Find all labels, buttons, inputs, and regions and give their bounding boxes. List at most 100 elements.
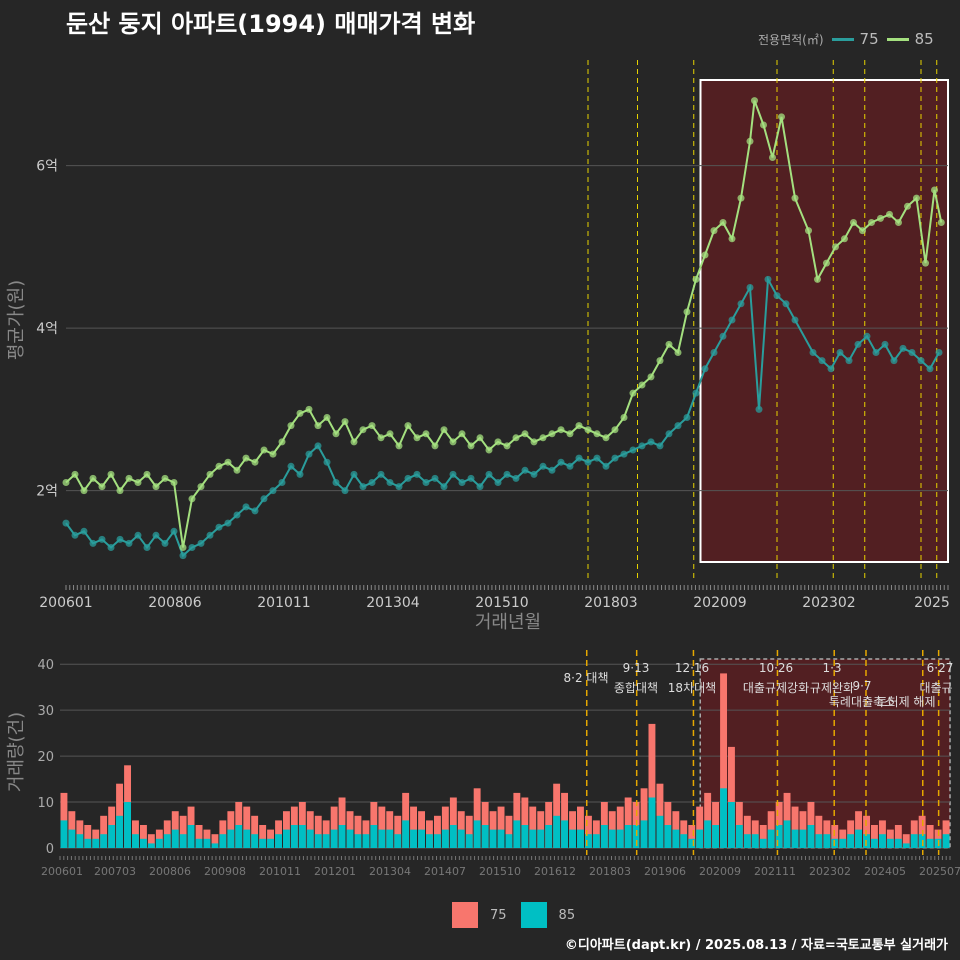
bar-75 (314, 815, 322, 848)
legend-swatch-75 (831, 37, 854, 41)
bar-85 (632, 825, 640, 848)
bar-75 (147, 834, 155, 848)
data-point-85 (89, 474, 97, 482)
data-point-75 (80, 527, 88, 535)
annotation-label: 규제완화 (810, 681, 854, 695)
data-point-85 (503, 442, 511, 450)
bar-x-tick-label: 201906 (644, 865, 686, 878)
bar-75 (354, 815, 362, 848)
bar-85 (640, 820, 648, 848)
bar-y-tick-label: 40 (37, 658, 54, 673)
bar-85 (537, 829, 545, 848)
bar-75 (179, 815, 187, 848)
bar-85 (211, 843, 219, 848)
annotation-label: 18차대책 (668, 680, 716, 695)
bar-75 (449, 797, 457, 848)
legend-label-85: 85 (914, 30, 934, 48)
data-point-75 (278, 479, 286, 486)
data-point-85 (584, 426, 592, 434)
data-point-85 (683, 308, 691, 316)
annotation-label: 대출규 (919, 681, 952, 695)
bar-85 (354, 834, 362, 848)
data-point-85 (548, 430, 556, 438)
data-point-85 (62, 479, 70, 486)
bar-85 (449, 825, 457, 848)
bar-85 (441, 829, 449, 848)
bar-y-axis-title: 거래량(건) (6, 712, 27, 792)
data-point-85 (152, 483, 160, 491)
bar-75 (100, 815, 108, 848)
bar-x-tick-label: 202302 (809, 865, 851, 878)
bar-85 (902, 843, 910, 848)
data-point-85 (859, 227, 866, 235)
data-point-75 (107, 544, 115, 551)
bar-85 (799, 829, 807, 848)
data-point-85 (728, 235, 736, 243)
data-point-75 (359, 483, 367, 491)
data-point-75 (368, 479, 376, 486)
data-point-75 (656, 442, 664, 450)
data-point-75 (854, 340, 862, 348)
legend-title: 전용면적(㎡) (758, 32, 824, 47)
bar-85 (132, 834, 139, 848)
data-point-75 (539, 462, 547, 470)
bar-x-tick-label: 200601 (41, 865, 83, 878)
data-point-75 (665, 430, 673, 438)
data-point-85 (107, 470, 115, 478)
data-point-75 (440, 483, 448, 491)
legend-swatch-85 (886, 37, 909, 41)
y-axis-title: 평균가(원) (6, 280, 27, 360)
bar-85 (696, 829, 704, 848)
data-point-85 (665, 340, 673, 348)
data-point-75 (449, 470, 457, 478)
bar-x-tick-label: 202405 (864, 865, 906, 878)
bar-85 (616, 829, 624, 848)
bar-85 (807, 825, 815, 848)
data-point-75 (764, 275, 772, 283)
data-point-85 (539, 434, 547, 442)
data-point-85 (895, 219, 902, 226)
data-point-85 (841, 235, 848, 243)
annotation-date: 9·7 (852, 679, 871, 693)
data-point-85 (751, 97, 758, 105)
data-point-85 (332, 430, 340, 438)
bar-85 (497, 829, 505, 848)
bar-85 (672, 829, 680, 848)
annotation-date: 12·16 (675, 661, 709, 675)
bar-85 (259, 838, 267, 848)
data-point-85 (377, 434, 385, 442)
data-point-75 (350, 470, 358, 478)
bar-85 (505, 834, 513, 848)
data-point-85 (656, 357, 664, 365)
x-tick-label: 2025 (914, 595, 950, 611)
bar-85 (195, 838, 203, 848)
bar-85 (283, 829, 290, 848)
bar-x-tick-label: 201201 (314, 865, 356, 878)
data-point-75 (116, 535, 124, 543)
bar-85 (823, 834, 831, 848)
data-point-75 (260, 495, 268, 503)
bar-75 (434, 815, 441, 848)
data-point-85 (791, 194, 799, 202)
bar-85 (108, 825, 116, 848)
bar-75 (410, 806, 417, 848)
data-point-75 (188, 544, 196, 551)
bar-75 (529, 806, 537, 848)
data-point-75 (386, 479, 394, 486)
bar-85 (457, 829, 465, 848)
bar-85 (275, 834, 282, 848)
data-point-85 (937, 219, 945, 226)
bar-75 (759, 825, 767, 848)
bar-85 (529, 829, 537, 848)
data-point-85 (823, 259, 830, 267)
data-point-85 (638, 381, 646, 389)
bar-75 (648, 723, 656, 848)
bar-85 (338, 825, 346, 848)
bar-85 (624, 825, 632, 848)
bar-85 (894, 838, 902, 848)
bar-75 (195, 825, 203, 848)
bar-75 (338, 797, 346, 848)
data-point-85 (832, 243, 839, 251)
data-point-85 (215, 462, 223, 470)
